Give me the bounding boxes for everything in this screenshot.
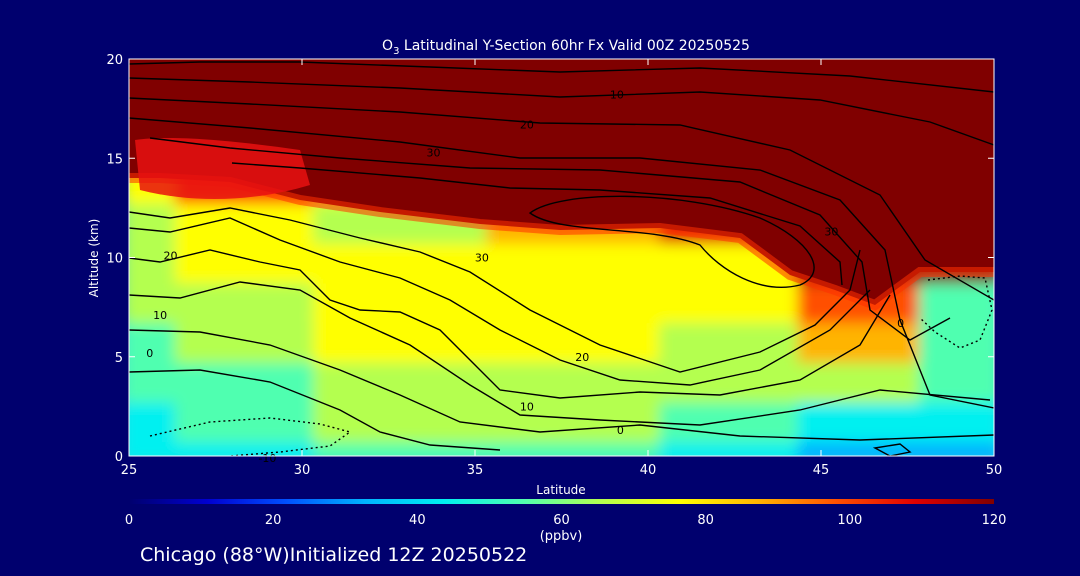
x-axis-label: Latitude xyxy=(536,483,585,497)
contour-line xyxy=(129,249,891,399)
x-tick-label: 25 xyxy=(121,463,138,478)
contour-line xyxy=(231,162,843,286)
contour-line xyxy=(129,117,994,409)
contour-label: 30 xyxy=(475,252,489,265)
contour-line xyxy=(528,195,815,288)
contour-line xyxy=(129,369,501,451)
y-tick-label: 10 xyxy=(106,252,123,267)
contour-label: 0 xyxy=(897,317,904,330)
contour-line xyxy=(129,61,994,93)
colorbar-strip xyxy=(129,499,994,504)
subtropical-red-patch xyxy=(135,138,310,200)
contour-line xyxy=(919,275,993,349)
colorbar-tick-label: 20 xyxy=(265,513,282,528)
contour-label: 10 xyxy=(153,309,167,322)
x-axis: 25 30 35 40 45 50 xyxy=(121,59,1003,478)
contour-label: -10 xyxy=(258,452,276,465)
contour-line xyxy=(129,207,861,373)
contour-line xyxy=(129,281,991,426)
x-tick-label: 50 xyxy=(986,463,1003,478)
footer-caption: Chicago (88°W)Initialized 12Z 20250522 xyxy=(140,544,527,566)
y-axis-label: Altitude (km) xyxy=(87,219,101,298)
contour-line xyxy=(129,97,994,301)
x-tick-label: 35 xyxy=(467,463,484,478)
colorbar-tick-label: 0 xyxy=(125,513,133,528)
footer-initialized: Initialized 12Z 20250522 xyxy=(290,544,528,566)
contour-label: 0 xyxy=(617,424,624,437)
colorbar-tick-label: 60 xyxy=(553,513,570,528)
contour-line xyxy=(149,417,352,456)
y-tick-label: 20 xyxy=(106,53,123,68)
colorbar-unit: (ppbv) xyxy=(540,529,583,544)
x-tick-label: 45 xyxy=(813,463,830,478)
contour-lines xyxy=(129,61,994,456)
stratosphere-fill xyxy=(129,59,994,305)
x-tick-label: 30 xyxy=(294,463,311,478)
contour-label: 0 xyxy=(146,347,153,360)
chart-title: O3 Latitudinal Y-Section 60hr Fx Valid 0… xyxy=(382,38,750,57)
contour-label: 10 xyxy=(520,400,534,413)
contour-label: 30 xyxy=(426,146,440,159)
contour-line xyxy=(149,137,951,341)
contour-label: 20 xyxy=(520,119,534,132)
contour-line xyxy=(872,443,912,456)
plot-area: 10 20 30 30 30 20 10 0 20 10 0 -10 0 xyxy=(128,58,995,465)
colorbar-ticks: 0 20 40 60 80 100 120 xyxy=(125,513,1007,528)
y-tick-label: 5 xyxy=(115,351,123,366)
y-tick-label: 0 xyxy=(115,450,123,465)
colorbar-tick-label: 120 xyxy=(982,513,1007,528)
contour-label: 10 xyxy=(610,89,624,102)
contour-line xyxy=(129,329,994,441)
footer-location: Chicago (88°W) xyxy=(140,544,290,566)
contour-line xyxy=(129,217,871,386)
y-tick-label: 15 xyxy=(106,152,123,167)
contour-label: 30 xyxy=(824,226,838,239)
colorbar-tick-label: 80 xyxy=(697,513,714,528)
y-axis: 0 5 10 15 20 xyxy=(106,53,994,465)
contour-label: 20 xyxy=(575,351,589,364)
colorbar-tick-label: 40 xyxy=(409,513,426,528)
colorbar-tick-label: 100 xyxy=(837,513,862,528)
x-tick-label: 40 xyxy=(640,463,657,478)
contour-label: 20 xyxy=(164,250,178,263)
colorbar: 0 20 40 60 80 100 120 (ppbv) xyxy=(125,499,1007,544)
contour-labels: 10 20 30 30 30 20 10 0 20 10 0 -10 0 xyxy=(146,89,904,465)
contour-line xyxy=(129,77,994,146)
